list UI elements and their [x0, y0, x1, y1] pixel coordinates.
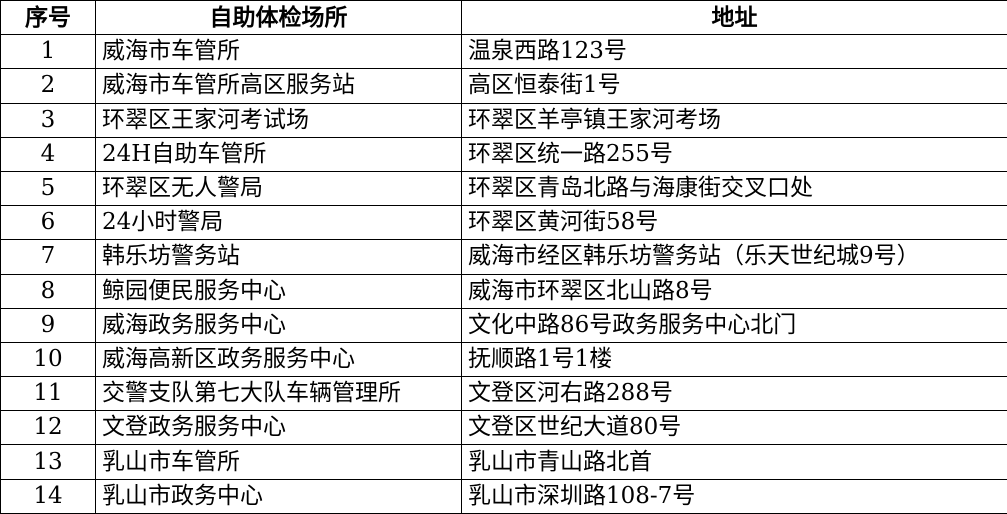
cell-address: 抚顺路1号1楼: [462, 342, 1007, 376]
cell-address: 环翠区黄河街58号: [462, 206, 1007, 240]
cell-site: 威海市车管所: [96, 35, 462, 69]
cell-site: 威海市车管所高区服务站: [96, 69, 462, 103]
cell-address: 威海市环翠区北山路8号: [462, 274, 1007, 308]
header-address: 地址: [462, 1, 1007, 35]
cell-site: 环翠区王家河考试场: [96, 103, 462, 137]
cell-index: 3: [1, 103, 96, 137]
cell-site: 24小时警局: [96, 206, 462, 240]
cell-site: 乳山市车管所: [96, 445, 462, 479]
cell-index: 2: [1, 69, 96, 103]
cell-index: 1: [1, 35, 96, 69]
cell-index: 12: [1, 411, 96, 445]
cell-index: 10: [1, 342, 96, 376]
header-site: 自助体检场所: [96, 1, 462, 35]
cell-site: 文登政务服务中心: [96, 411, 462, 445]
cell-site: 24H自助车管所: [96, 137, 462, 171]
cell-address: 温泉西路123号: [462, 35, 1007, 69]
cell-index: 13: [1, 445, 96, 479]
cell-address: 文登区世纪大道80号: [462, 411, 1007, 445]
header-row: 序号 自助体检场所 地址: [1, 1, 1007, 35]
cell-address: 文登区河右路288号: [462, 377, 1007, 411]
cell-site: 环翠区无人警局: [96, 171, 462, 205]
cell-index: 5: [1, 171, 96, 205]
cell-index: 6: [1, 206, 96, 240]
header-index: 序号: [1, 1, 96, 35]
cell-site: 交警支队第七大队车辆管理所: [96, 377, 462, 411]
cell-site: 威海政务服务中心: [96, 308, 462, 342]
cell-site: 韩乐坊警务站: [96, 240, 462, 274]
cell-index: 11: [1, 377, 96, 411]
cell-address: 乳山市深圳路108-7号: [462, 479, 1007, 513]
cell-index: 8: [1, 274, 96, 308]
cell-site: 鲸园便民服务中心: [96, 274, 462, 308]
cell-address: 文化中路86号政务服务中心北门: [462, 308, 1007, 342]
cell-address: 乳山市青山路北首: [462, 445, 1007, 479]
cell-address: 高区恒泰街1号: [462, 69, 1007, 103]
cell-address: 威海市经区韩乐坊警务站（乐天世纪城9号）: [462, 240, 1007, 274]
cell-site: 乳山市政务中心: [96, 479, 462, 513]
cell-index: 4: [1, 137, 96, 171]
cell-address: 环翠区青岛北路与海康街交叉口处: [462, 171, 1007, 205]
cell-address: 环翠区统一路255号: [462, 137, 1007, 171]
cell-site: 威海高新区政务服务中心: [96, 342, 462, 376]
cell-index: 7: [1, 240, 96, 274]
cell-index: 9: [1, 308, 96, 342]
cell-address: 环翠区羊亭镇王家河考场: [462, 103, 1007, 137]
cell-index: 14: [1, 479, 96, 513]
